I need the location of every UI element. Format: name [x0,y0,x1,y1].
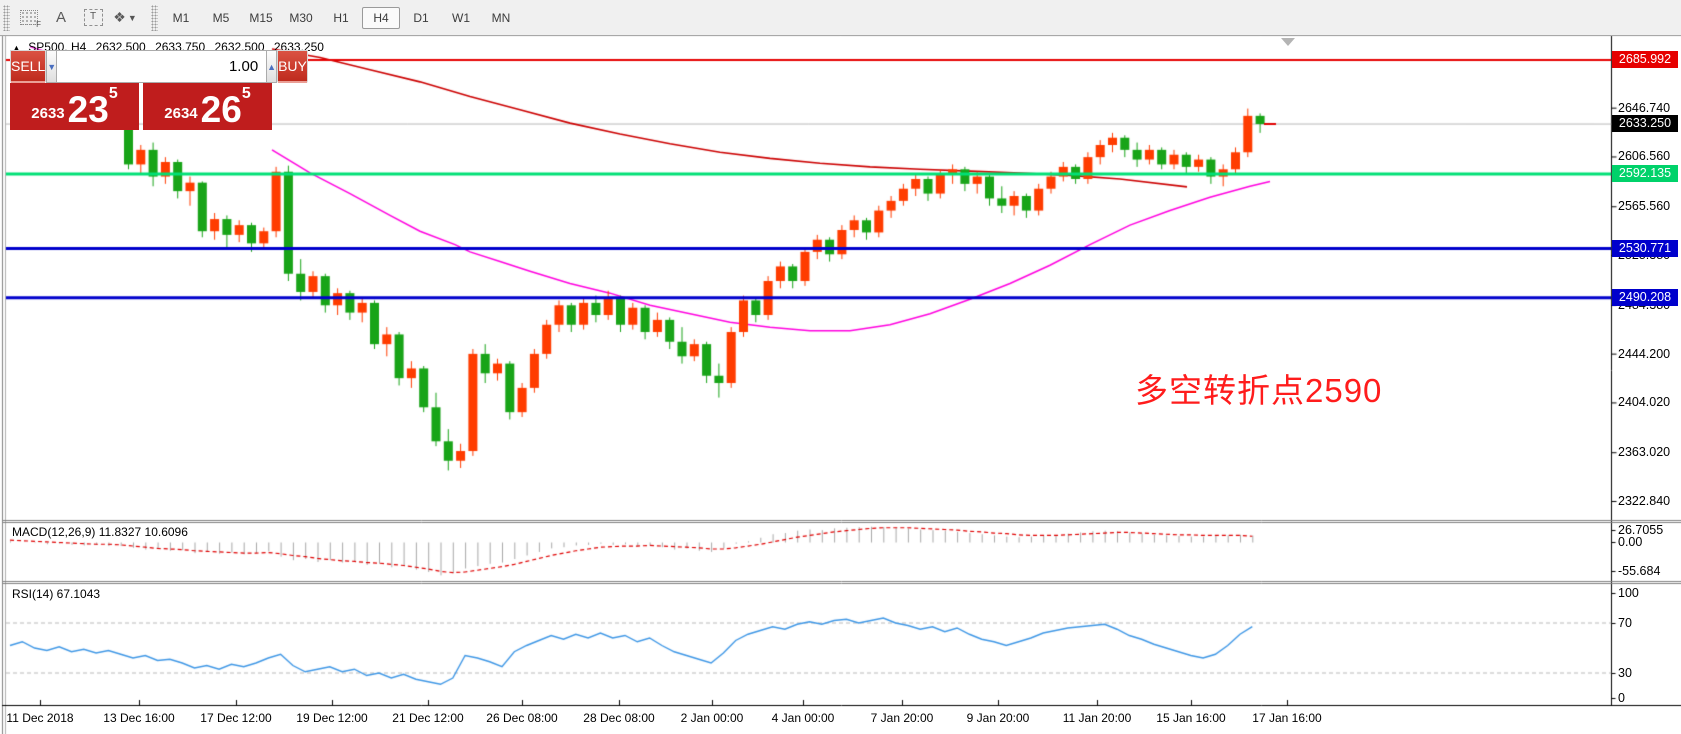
price-tick-label: 2606.560 [1618,149,1671,164]
time-tick-label: 17 Jan 16:00 [1252,711,1322,725]
buy-quote[interactable]: 2634 26 5 [143,83,272,130]
timeframe-button-h4[interactable]: H4 [362,6,400,29]
chart-shift-marker-icon[interactable] [1281,38,1295,46]
time-tick-label: 7 Jan 20:00 [870,711,934,725]
rsi-axis-label: 30 [1618,666,1632,680]
price-axis[interactable]: 2646.7402606.5602565.5602525.3802484.380… [1612,36,1681,706]
time-tick-label: 2 Jan 00:00 [680,711,744,725]
timeframe-button-h1[interactable]: H1 [333,10,349,25]
price-tick-label: 2646.740 [1618,100,1671,115]
buy-button[interactable]: BUY [277,50,308,83]
time-tick-label: 19 Dec 12:00 [296,711,368,725]
timeframe-button-m1[interactable]: M1 [172,10,190,25]
time-tick-label: 17 Dec 12:00 [200,711,272,725]
price-tag-label: 2530.771 [1612,239,1678,257]
price-tick-label: 2444.200 [1618,346,1671,361]
time-tick-label: 9 Jan 20:00 [966,711,1030,725]
sell-price-pip: 5 [108,85,118,102]
sell-quote[interactable]: 2633 23 5 [10,83,139,130]
time-tick-label: 11 Dec 2018 [6,711,74,725]
time-tick-label: 15 Jan 16:00 [1156,711,1226,725]
expand-arrow-icon[interactable]: ▲ [12,43,21,53]
price-tag-label: 2592.135 [1612,164,1678,182]
price-tick-label: 2363.020 [1618,445,1671,460]
time-tick-label: 13 Dec 16:00 [103,711,175,725]
timeframe-button-m30[interactable]: M30 [289,10,313,25]
buy-price-prefix: 2634 [164,105,198,122]
rsi-axis-label: 70 [1618,616,1632,630]
buy-price-pip: 5 [241,85,251,102]
chevron-down-icon[interactable]: ▼ [127,12,137,23]
sell-price-prefix: 2633 [31,105,65,122]
macd-axis-label: -55.684 [1618,564,1661,578]
buy-price-big: 26 [200,89,242,130]
time-axis[interactable]: 11 Dec 2018 13 Dec 16:00 17 Dec 12:00 19 De… [0,707,1681,734]
volume-input[interactable] [57,50,267,83]
rsi-axis-label: 100 [1618,586,1639,600]
price-tag-label: 2685.992 [1612,51,1678,68]
timeframe-button-w1[interactable]: W1 [452,10,470,25]
shapes-icon[interactable]: ❖ ▼ [113,9,137,25]
timeframe-button-m5[interactable]: M5 [212,10,230,25]
text-a-icon[interactable]: A [55,9,66,26]
timeframe-button-d1[interactable]: D1 [413,10,429,25]
rsi-indicator-label: RSI(14) 67.1043 [12,587,101,601]
text-box-icon[interactable]: T [80,6,106,30]
time-tick-label: 4 Jan 00:00 [771,711,835,725]
time-tick-label: 28 Dec 08:00 [583,711,655,725]
one-click-trade-panel: SELL ▼ ▲ BUY 2633 23 5 2634 26 5 [10,50,308,130]
toolbar-drag-grip[interactable] [3,4,10,31]
sell-price-big: 23 [67,89,109,130]
timeframe-button-mn[interactable]: MN [491,10,511,25]
time-tick-label: 26 Dec 08:00 [486,711,558,725]
price-tag-label: 2490.208 [1612,288,1678,306]
macd-axis-label: 26.7055 [1618,523,1664,537]
grid-f-icon[interactable]: F [16,6,42,30]
chart-annotation-text: 多空转折点2590 [1135,372,1383,409]
timeframe-drag-grip[interactable] [151,4,158,31]
macd-indicator-label: MACD(12,26,9) 11.8327 10.6096 [12,525,188,539]
price-tick-label: 2565.560 [1618,199,1671,214]
volume-increase-button[interactable]: ▲ [266,50,278,83]
sell-button[interactable]: SELL [10,50,47,83]
rsi-axis-label: 0 [1618,691,1625,705]
time-tick-label: 21 Dec 12:00 [392,711,464,725]
timeframe-bar: M1 M5 M15 M30 H1 H4 D1 W1 MN [161,6,521,29]
toolbar: F A T ❖ ▼ M1 M5 M15 M30 H1 H4 D1 W1 MN [0,0,1681,36]
volume-decrease-button[interactable]: ▼ [46,50,58,83]
price-tag-label: 2633.250 [1612,115,1678,133]
timeframe-button-m15[interactable]: M15 [249,10,273,25]
price-tick-label: 2404.020 [1618,395,1671,410]
time-tick-label: 11 Jan 20:00 [1062,711,1132,725]
price-tick-label: 2322.840 [1618,494,1671,508]
macd-axis-label: 0.00 [1618,535,1643,549]
